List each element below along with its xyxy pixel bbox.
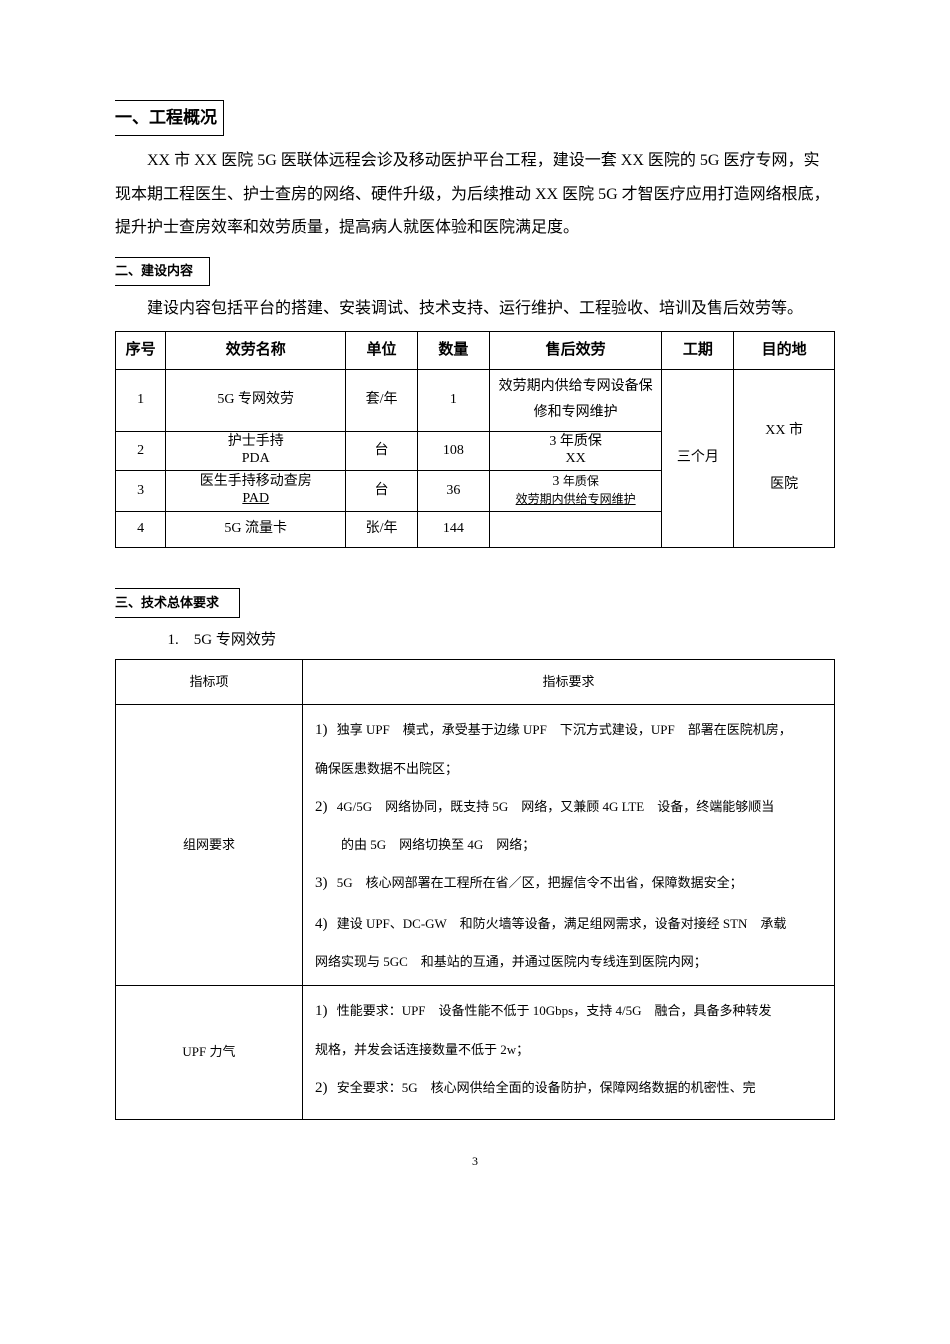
- req-text-cont: 的由 5G 网络切换至 4G 网络；: [315, 830, 822, 860]
- table-row: 1 5G 专网效劳 套/年 1 效劳期内供给专网设备保修和专网维护 三个月 XX…: [116, 369, 835, 431]
- th-seq: 序号: [116, 332, 166, 370]
- cell-unit: 套/年: [346, 369, 418, 431]
- tech-requirement-table: 指标项 指标要求 组网要求 1) 独享 UPF 模式，承受基于边缘 UPF 下沉…: [115, 659, 835, 1120]
- req-text-cont: 确保医患数据不出院区；: [315, 754, 822, 784]
- section-3-item-1: 1. 5G 专网效劳: [168, 626, 836, 655]
- dest-line2: 医院: [770, 477, 798, 492]
- cell-unit: 台: [346, 470, 418, 511]
- cell-period: 三个月: [662, 369, 734, 547]
- cell-qty: 36: [417, 470, 489, 511]
- dest-line1: XX 市: [765, 423, 803, 438]
- cell-dest: XX 市 医院: [734, 369, 835, 547]
- cell-unit: 台: [346, 432, 418, 471]
- th-unit: 单位: [346, 332, 418, 370]
- req-text: 建设 UPF、DC-GW 和防火墙等设备，满足组网需求，设备对接经 STN 承载: [337, 916, 787, 931]
- req-num: 4): [315, 916, 328, 932]
- name-line1: 护士手持: [228, 434, 284, 449]
- section-2-paragraph: 建设内容包括平台的搭建、安装调试、技术支持、运行维护、工程验收、培训及售后效劳等…: [115, 292, 835, 326]
- section-1-title: 一、工程概况: [115, 100, 224, 136]
- cell-name: 5G 流量卡: [166, 512, 346, 548]
- page-number: 3: [115, 1150, 835, 1173]
- section-3-title: 三、技术总体要求: [115, 588, 240, 619]
- cell-indicator: 组网要求: [116, 705, 303, 986]
- cell-seq: 1: [116, 369, 166, 431]
- cell-seq: 2: [116, 432, 166, 471]
- cell-requirement: 1) 独享 UPF 模式，承受基于边缘 UPF 下沉方式建设，UPF 部署在医院…: [302, 705, 834, 986]
- req-text: 独享 UPF 模式，承受基于边缘 UPF 下沉方式建设，UPF 部署在医院机房，: [337, 722, 792, 737]
- req-num: 3): [315, 875, 328, 891]
- req-num: 1): [315, 722, 328, 738]
- cell-service: [489, 512, 662, 548]
- req-text: 安全要求：5G 核心网供给全面的设备防护，保障网络数据的机密性、完: [337, 1080, 756, 1095]
- svc-txt: 年质保: [563, 474, 599, 488]
- section-1-paragraph: XX 市 XX 医院 5G 医联体远程会诊及移动医护平台工程，建设一套 XX 医…: [115, 144, 835, 245]
- cell-service: 效劳期内供给专网设备保修和专网维护: [489, 369, 662, 431]
- table-row: 组网要求 1) 独享 UPF 模式，承受基于边缘 UPF 下沉方式建设，UPF …: [116, 705, 835, 986]
- req-text: 4G/5G 网络协同，既支持 5G 网络，又兼顾 4G LTE 设备，终端能够顺…: [337, 799, 775, 814]
- req-text-cont: 规格，并发会话连接数量不低于 2w；: [315, 1035, 822, 1065]
- cell-unit: 张/年: [346, 512, 418, 548]
- cell-seq: 4: [116, 512, 166, 548]
- th-service: 售后效劳: [489, 332, 662, 370]
- name-line1: 医生手持移动查房: [200, 474, 312, 489]
- cell-qty: 144: [417, 512, 489, 548]
- section-2-title: 二、建设内容: [115, 257, 210, 286]
- name-line2: PDA: [242, 451, 270, 466]
- th-requirement: 指标要求: [302, 659, 834, 705]
- th-period: 工期: [662, 332, 734, 370]
- cell-indicator: UPF 力气: [116, 986, 303, 1120]
- cell-seq: 3: [116, 470, 166, 511]
- th-indicator: 指标项: [116, 659, 303, 705]
- table2-header-row: 指标项 指标要求: [116, 659, 835, 705]
- req-num: 1): [315, 1003, 328, 1019]
- req-num: 2): [315, 799, 328, 815]
- svc-num: 3: [552, 474, 559, 489]
- cell-service: 3 年质保 效劳期内供给专网维护: [489, 470, 662, 511]
- svc-line1: 3 年质保: [549, 434, 602, 449]
- cell-name: 护士手持 PDA: [166, 432, 346, 471]
- req-text: 5G 核心网部署在工程所在省／区，把握信令不出省，保障数据安全；: [337, 875, 743, 890]
- cell-requirement: 1) 性能要求：UPF 设备性能不低于 10Gbps，支持 4/5G 融合，具备…: [302, 986, 834, 1120]
- build-content-table: 序号 效劳名称 单位 数量 售后效劳 工期 目的地 1 5G 专网效劳 套/年 …: [115, 331, 835, 547]
- req-num: 2): [315, 1080, 328, 1096]
- table-header-row: 序号 效劳名称 单位 数量 售后效劳 工期 目的地: [116, 332, 835, 370]
- cell-qty: 108: [417, 432, 489, 471]
- name-line2: PAD: [242, 491, 269, 506]
- req-text-cont: 网络实现与 5GC 和基站的互通，并通过医院内专线连到医院内网；: [315, 947, 822, 977]
- cell-service: 3 年质保 XX: [489, 432, 662, 471]
- cell-name: 5G 专网效劳: [166, 369, 346, 431]
- req-text: 性能要求：UPF 设备性能不低于 10Gbps，支持 4/5G 融合，具备多种转…: [337, 1003, 772, 1018]
- svc-line2: 效劳期内供给专网维护: [516, 492, 636, 506]
- th-name: 效劳名称: [166, 332, 346, 370]
- th-dest: 目的地: [734, 332, 835, 370]
- cell-qty: 1: [417, 369, 489, 431]
- cell-name: 医生手持移动查房 PAD: [166, 470, 346, 511]
- svc-line2: XX: [566, 451, 586, 466]
- table-row: UPF 力气 1) 性能要求：UPF 设备性能不低于 10Gbps，支持 4/5…: [116, 986, 835, 1120]
- th-qty: 数量: [417, 332, 489, 370]
